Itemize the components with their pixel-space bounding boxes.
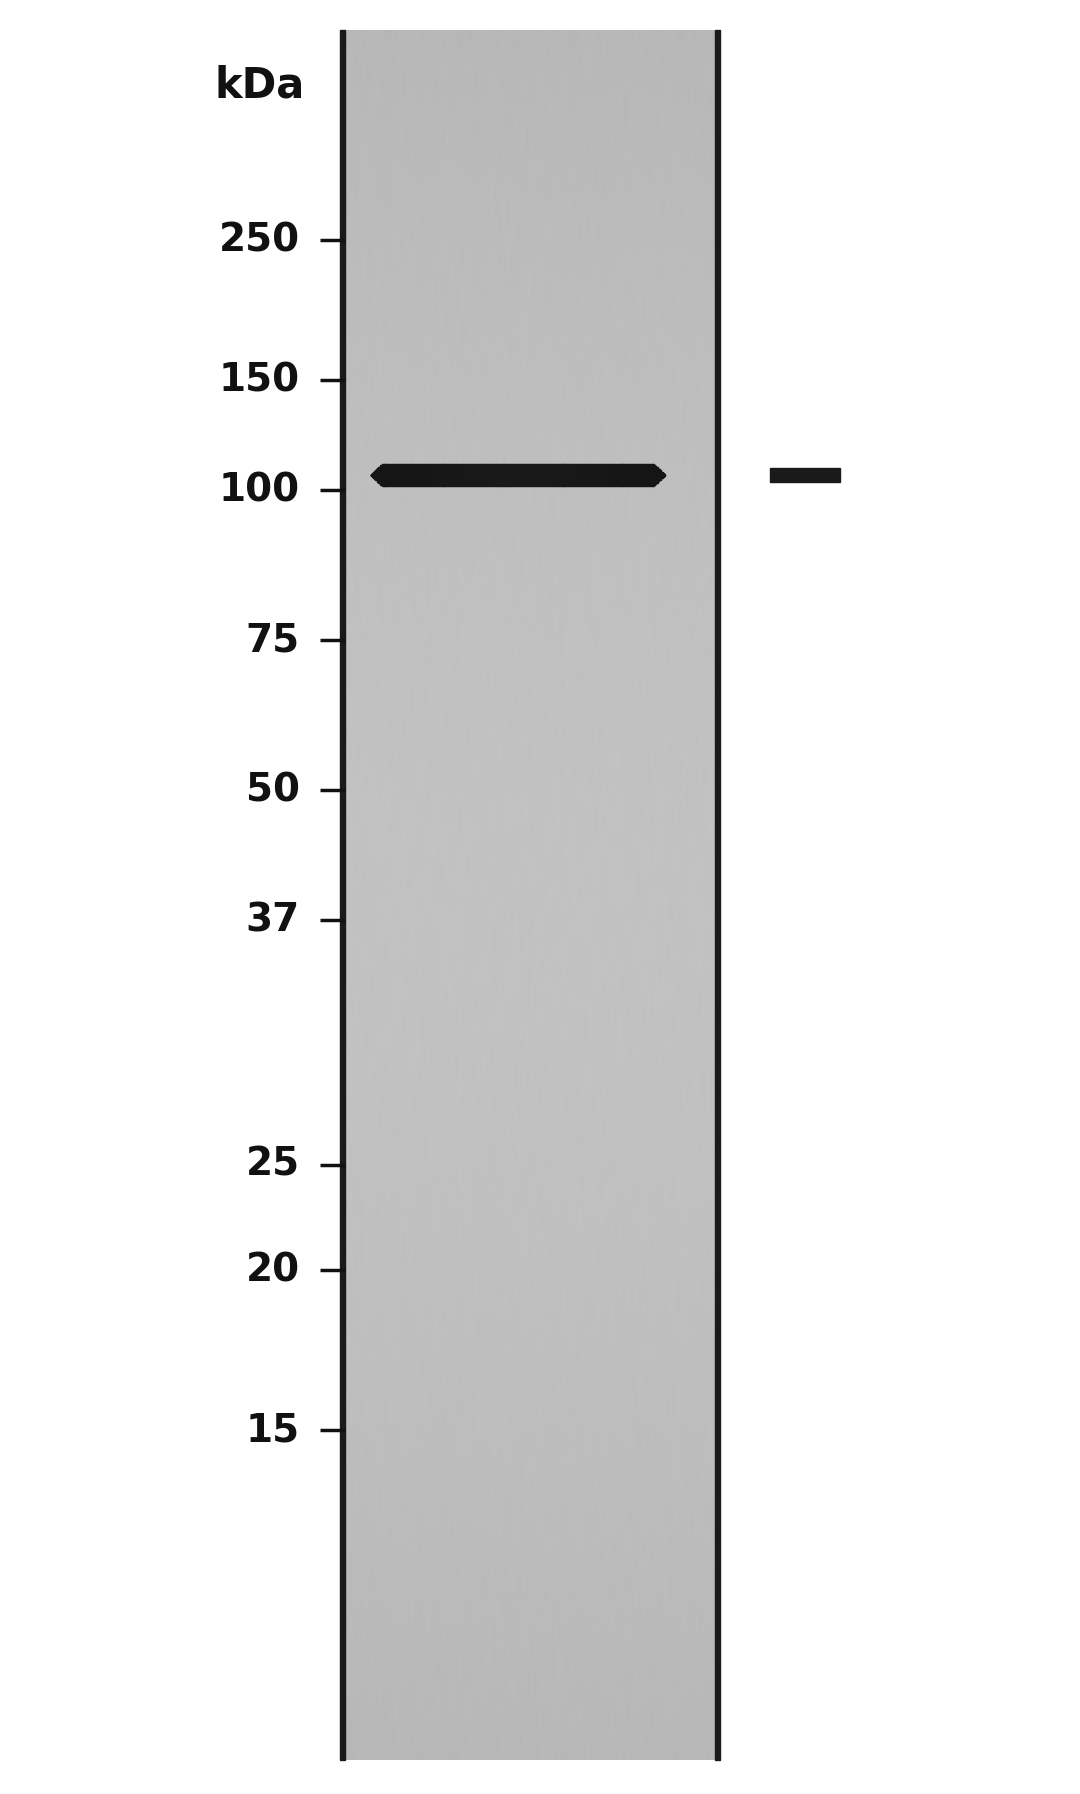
Text: 15: 15 [246,1412,300,1450]
Bar [770,468,840,483]
Text: 37: 37 [246,901,300,938]
Text: 100: 100 [219,472,300,509]
Text: 20: 20 [246,1250,300,1290]
Text: 50: 50 [246,771,300,809]
Text: 250: 250 [219,221,300,258]
Bar [340,30,345,1760]
Text: 25: 25 [246,1146,300,1184]
Text: 150: 150 [219,361,300,398]
Text: 75: 75 [246,621,300,658]
Bar [715,30,720,1760]
Text: kDa: kDa [215,65,305,108]
